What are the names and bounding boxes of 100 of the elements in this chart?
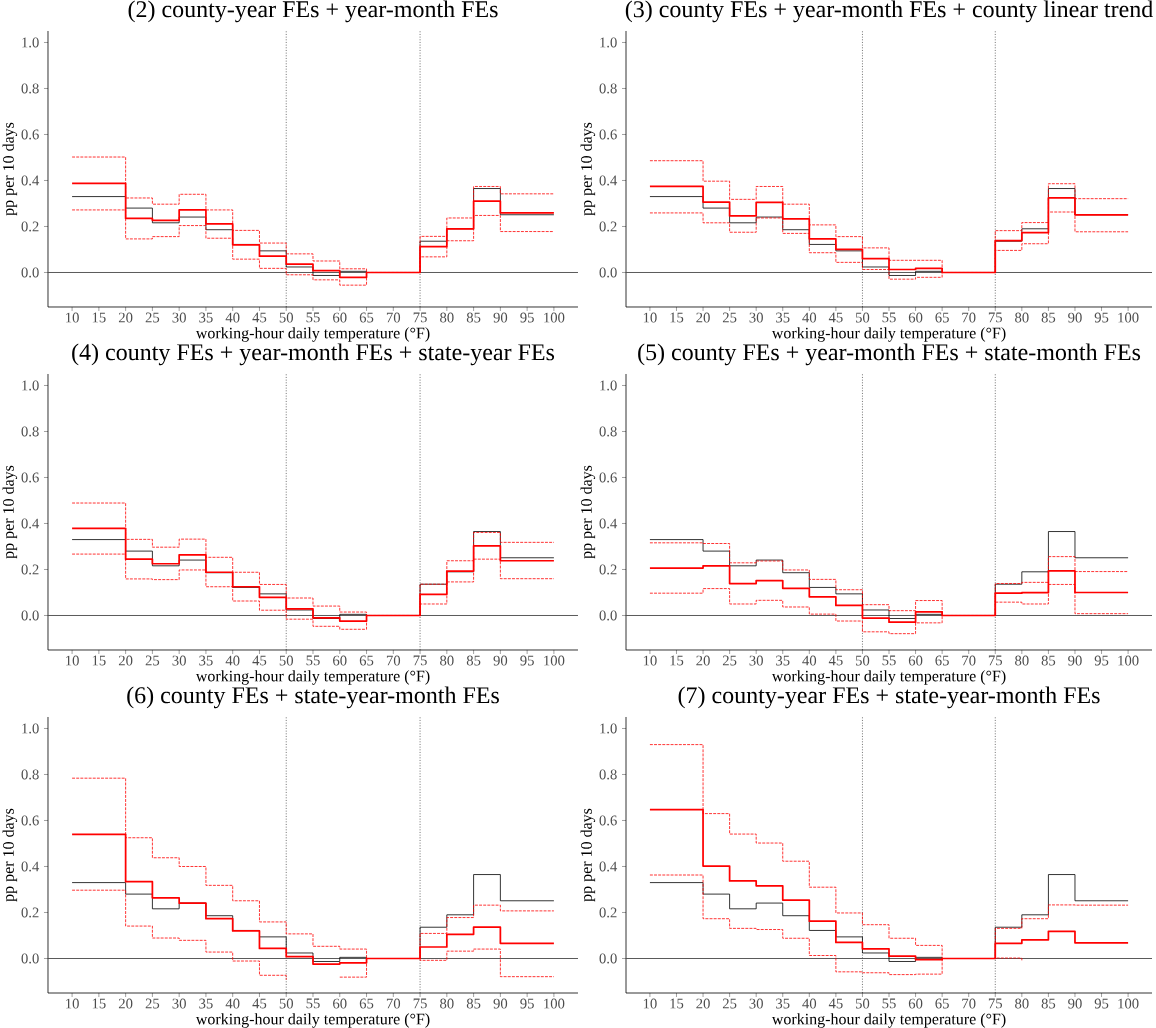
y-tick-label: 0.4 [21,175,40,186]
x-axis-title: working-hour daily temperature (°F) [771,1013,1006,1028]
x-axis-title: working-hour daily temperature (°F) [195,670,430,685]
x-tick-label: 55 [306,998,320,1009]
y-tick-label: 0.6 [599,129,617,140]
y-tick-label: 0.2 [599,564,617,575]
x-tick-label: 95 [520,998,534,1009]
x-tick-label: 50 [855,998,870,1009]
x-tick-label: 10 [643,998,657,1009]
x-tick-label: 10 [66,655,79,666]
x-tick-label: 100 [544,998,565,1009]
y-tick-label: 1.0 [22,380,39,391]
x-tick-label: 45 [252,655,267,666]
chart-title: (7) county-year FEs + state-year-month FEs [678,686,1100,709]
x-tick-label: 30 [172,655,186,666]
x-axis-title: working-hour daily temperature (°F) [195,1013,430,1028]
y-axis-title: pp per 10 days [580,122,596,216]
x-tick-label: 10 [66,312,79,323]
x-tick-label: 60 [333,655,347,666]
x-tick-label: 90 [493,655,508,666]
x-tick-label: 70 [386,655,401,666]
x-tick-label: 50 [279,998,293,1009]
x-tick-label: 70 [386,998,401,1009]
x-tick-label: 100 [544,312,565,323]
x-tick-label: 25 [145,998,160,1009]
x-tick-label: 80 [440,312,454,323]
y-tick-label: 1.0 [22,723,39,734]
x-tick-label: 100 [544,655,565,666]
y-tick-label: 1.0 [600,37,617,48]
x-tick-label: 40 [802,655,817,666]
x-tick-label: 15 [670,655,684,666]
y-tick-label: 1.0 [600,723,617,734]
x-tick-label: 100 [1118,312,1139,323]
x-tick-label: 95 [520,655,534,666]
x-tick-label: 85 [1041,312,1056,323]
x-tick-label: 75 [988,998,1003,1009]
x-tick-label: 90 [1068,312,1082,323]
x-tick-label: 30 [749,312,763,323]
x-tick-label: 65 [935,998,949,1009]
y-tick-label: 0.6 [21,472,39,483]
x-tick-label: 75 [413,998,427,1009]
x-tick-label: 45 [828,655,843,666]
x-tick-label: 45 [252,312,267,323]
x-tick-label: 95 [1094,312,1109,323]
x-tick-label: 20 [118,655,133,666]
y-axis-title: pp per 10 days [580,808,596,902]
x-tick-label: 25 [722,312,737,323]
x-tick-label: 20 [118,998,133,1009]
x-tick-label: 50 [279,655,293,666]
x-tick-label: 55 [306,312,320,323]
x-tick-label: 100 [1118,655,1139,666]
x-tick-label: 30 [749,998,763,1009]
x-axis-title: working-hour daily temperature (°F) [771,327,1006,342]
x-tick-label: 60 [333,998,347,1009]
y-tick-label: 0.0 [21,267,39,278]
y-tick-label: 0.0 [599,953,617,964]
y-axis-title: pp per 10 days [2,465,18,559]
x-tick-label: 45 [828,312,843,323]
x-tick-label: 40 [225,998,240,1009]
x-tick-label: 25 [722,655,737,666]
x-tick-label: 15 [92,998,106,1009]
x-tick-label: 45 [252,998,267,1009]
x-tick-label: 50 [855,312,870,323]
x-tick-label: 85 [466,998,481,1009]
x-tick-label: 75 [413,312,427,323]
x-tick-label: 65 [359,312,374,323]
y-tick-label: 0.8 [21,83,39,94]
x-tick-label: 40 [225,655,240,666]
x-tick-label: 70 [386,312,401,323]
chart-title: (3) county FEs + year-month FEs + county linear trend [625,0,1153,23]
x-axis-title: working-hour daily temperature (°F) [195,327,430,342]
x-tick-label: 35 [776,998,790,1009]
x-tick-label: 30 [749,655,763,666]
x-tick-label: 90 [493,312,508,323]
x-tick-label: 40 [802,998,817,1009]
x-tick-label: 10 [643,655,657,666]
x-tick-label: 85 [1041,655,1056,666]
x-tick-label: 20 [118,312,133,323]
x-tick-label: 65 [359,655,374,666]
x-tick-label: 40 [802,312,817,323]
y-tick-label: 0.8 [21,426,39,437]
x-tick-label: 85 [466,655,481,666]
x-tick-label: 85 [466,312,481,323]
y-tick-label: 0.2 [599,907,617,918]
x-tick-label: 80 [440,655,454,666]
x-tick-label: 80 [1015,312,1029,323]
x-tick-label: 70 [962,655,976,666]
x-tick-label: 60 [908,655,923,666]
x-tick-label: 95 [520,312,534,323]
x-tick-label: 80 [1015,998,1029,1009]
x-tick-label: 70 [962,998,976,1009]
y-tick-label: 0.4 [21,861,40,872]
x-tick-label: 55 [882,998,896,1009]
y-tick-label: 0.8 [21,769,39,780]
y-tick-label: 0.0 [599,267,617,278]
y-axis-title: pp per 10 days [2,122,18,216]
x-tick-label: 55 [882,655,896,666]
x-tick-label: 15 [670,998,684,1009]
x-tick-label: 30 [172,998,186,1009]
x-tick-label: 70 [962,312,976,323]
